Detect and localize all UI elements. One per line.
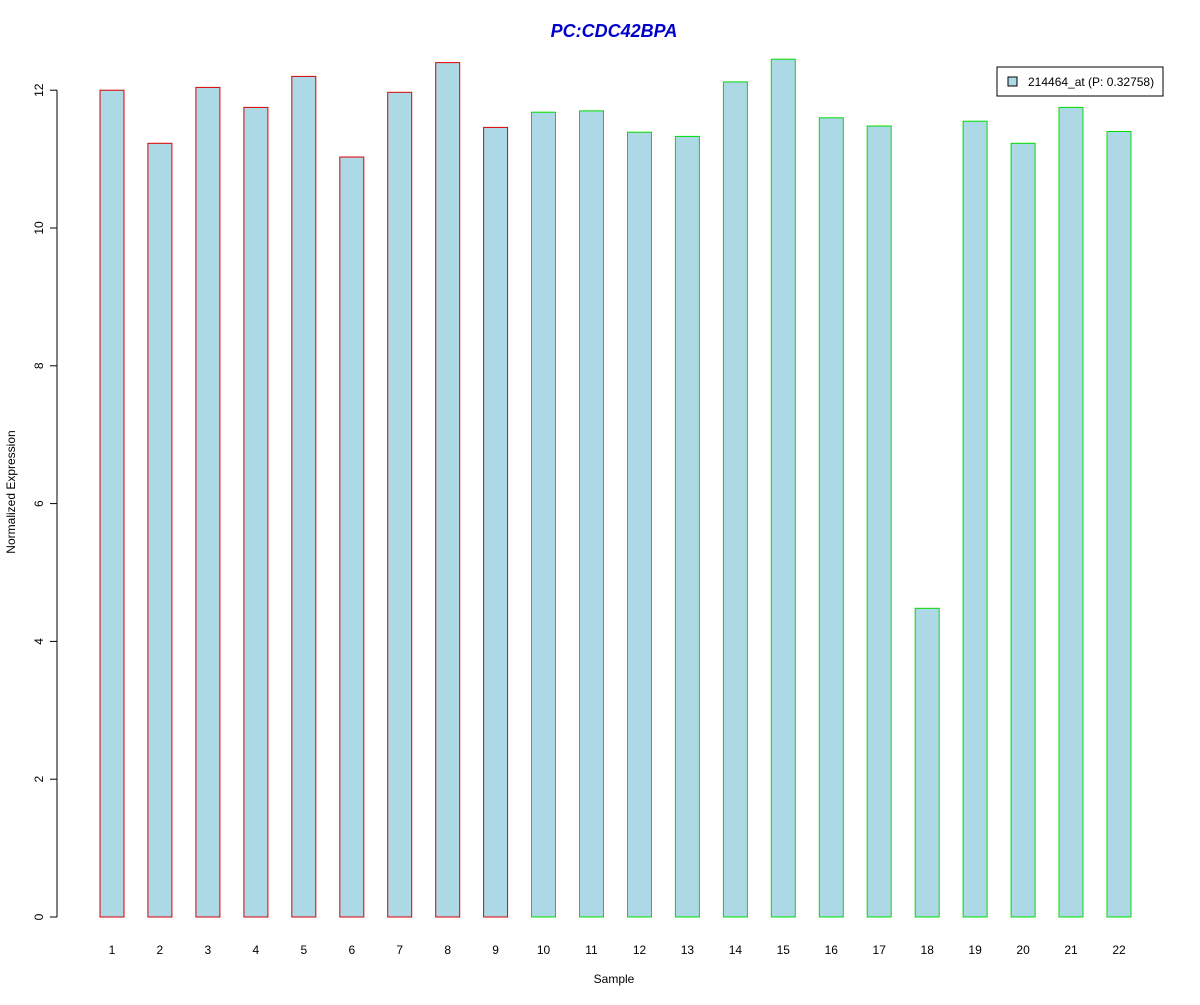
y-axis: 0 2 4 6 8 10 12 bbox=[32, 83, 58, 920]
bar-sample-16 bbox=[818, 117, 844, 918]
bar-sample-12 bbox=[627, 131, 652, 918]
x-tick-label: 13 bbox=[681, 943, 695, 957]
legend-label: 214464_at (P: 0.32758) bbox=[1028, 75, 1154, 89]
bar-sample-7 bbox=[387, 91, 413, 918]
x-tick-label: 3 bbox=[205, 943, 212, 957]
bar-sample-17 bbox=[866, 125, 892, 918]
legend-swatch bbox=[1007, 76, 1018, 87]
x-tick-label: 9 bbox=[492, 943, 499, 957]
bar-sample-2 bbox=[147, 142, 173, 918]
x-tick-label: 18 bbox=[921, 943, 935, 957]
y-tick-label: 8 bbox=[32, 362, 46, 369]
x-axis-labels: 1 2 3 4 5 6 7 8 9 10 11 12 13 14 15 16 17 18 19 20 21 22 bbox=[109, 943, 1126, 957]
y-tick-label: 12 bbox=[32, 83, 46, 97]
bar-sample-22 bbox=[1106, 131, 1132, 918]
x-tick-label: 21 bbox=[1064, 943, 1078, 957]
x-tick-label: 16 bbox=[825, 943, 839, 957]
x-tick-label: 14 bbox=[729, 943, 743, 957]
x-tick-label: 19 bbox=[968, 943, 982, 957]
x-tick-label: 12 bbox=[633, 943, 647, 957]
x-axis-title: Sample bbox=[594, 972, 635, 986]
bar-sample-10 bbox=[531, 111, 556, 918]
legend-box bbox=[996, 66, 1164, 97]
y-axis-title: Normalized Expression bbox=[4, 430, 18, 553]
bar-sample-18 bbox=[914, 607, 940, 918]
x-tick-label: 20 bbox=[1016, 943, 1030, 957]
bar-sample-20 bbox=[1010, 142, 1036, 918]
x-tick-label: 4 bbox=[253, 943, 260, 957]
bar-sample-5 bbox=[291, 75, 317, 918]
bar-sample-3 bbox=[195, 86, 221, 918]
bar-sample-19 bbox=[962, 120, 988, 918]
x-tick-label: 8 bbox=[444, 943, 451, 957]
x-tick-label: 11 bbox=[585, 943, 598, 957]
bar-sample-8 bbox=[435, 62, 461, 918]
legend: 214464_at (P: 0.32758) bbox=[996, 66, 1164, 97]
y-tick-label: 6 bbox=[32, 500, 46, 507]
x-tick-label: 17 bbox=[873, 943, 887, 957]
x-tick-label: 10 bbox=[537, 943, 551, 957]
y-tick-label: 10 bbox=[32, 221, 46, 235]
x-tick-label: 15 bbox=[777, 943, 791, 957]
bar-sample-1 bbox=[99, 89, 125, 918]
x-tick-label: 6 bbox=[348, 943, 355, 957]
bar-sample-14 bbox=[722, 81, 748, 918]
bar-sample-4 bbox=[243, 106, 269, 918]
y-tick-label: 2 bbox=[32, 776, 46, 783]
x-tick-label: 5 bbox=[300, 943, 307, 957]
x-tick-label: 1 bbox=[109, 943, 116, 957]
chart-title: PC:CDC42BPA bbox=[551, 21, 678, 41]
y-tick-label: 4 bbox=[32, 638, 46, 645]
bar-sample-13 bbox=[674, 135, 700, 918]
bar-sample-9 bbox=[483, 126, 509, 918]
x-tick-label: 22 bbox=[1112, 943, 1126, 957]
y-tick-label: 0 bbox=[32, 913, 46, 920]
bars bbox=[99, 58, 1132, 918]
x-tick-label: 7 bbox=[396, 943, 403, 957]
x-tick-label: 2 bbox=[157, 943, 164, 957]
bar-sample-6 bbox=[339, 156, 365, 918]
bar-sample-21 bbox=[1058, 106, 1084, 918]
bar-sample-15 bbox=[770, 58, 796, 918]
bar-sample-11 bbox=[579, 110, 604, 918]
